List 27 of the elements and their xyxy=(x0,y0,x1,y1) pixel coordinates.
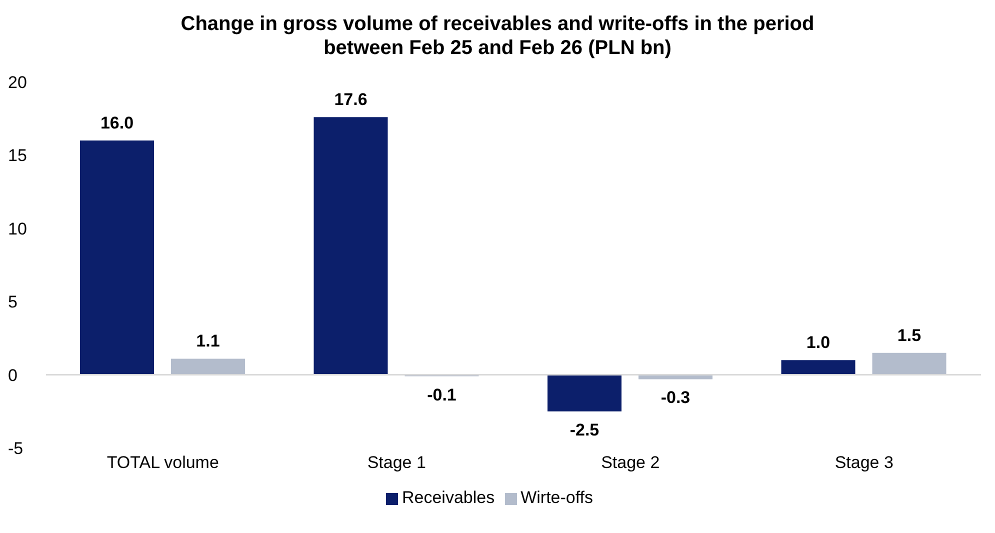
y-tick-label: 20 xyxy=(8,73,27,92)
data-label: -0.1 xyxy=(427,385,456,404)
bar xyxy=(80,140,154,375)
data-label: 1.0 xyxy=(806,333,830,352)
data-label: -2.5 xyxy=(570,420,600,440)
legend-label: Receivables xyxy=(402,488,495,507)
data-label: 17.6 xyxy=(334,90,368,110)
legend-label: Wirte-offs xyxy=(520,488,594,507)
y-tick-label: 15 xyxy=(8,146,27,166)
x-tick-label: Stage 2 xyxy=(601,453,660,472)
y-tick-label: -5 xyxy=(8,439,24,458)
y-tick-label: 5 xyxy=(8,292,18,312)
y-tick-label: 0 xyxy=(8,366,18,385)
chart-title: Change in gross volume of receivables and write-offs in the period between Feb 25 and Feb 26 (PLN bn) xyxy=(180,12,816,61)
bar xyxy=(171,358,245,375)
data-label: 16.0 xyxy=(100,114,134,133)
y-tick-label: 10 xyxy=(8,219,27,238)
bar xyxy=(314,117,388,375)
x-tick-label: Stage 1 xyxy=(367,453,426,472)
data-label: 1.1 xyxy=(196,332,220,351)
bar xyxy=(872,352,946,375)
bar xyxy=(781,360,856,375)
data-label: -0.3 xyxy=(660,388,690,408)
x-tick-label: TOTAL volume xyxy=(106,453,219,472)
bar xyxy=(548,374,622,412)
data-label: 1.5 xyxy=(897,326,922,345)
x-tick-label: Stage 3 xyxy=(834,453,894,472)
